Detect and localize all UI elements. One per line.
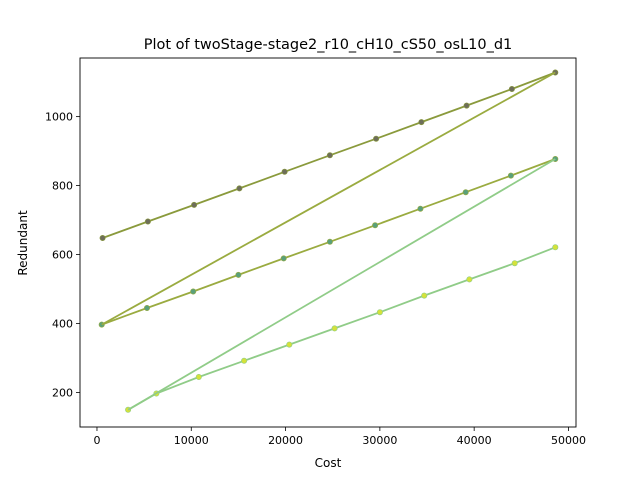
y-axis: 200 400 600 800 1000: [45, 111, 80, 400]
x-tick-label: 0: [93, 434, 100, 447]
data-point: [144, 218, 151, 225]
x-tick-label: 50000: [551, 434, 586, 447]
data-point: [372, 222, 379, 229]
x-tick-label: 30000: [362, 434, 397, 447]
x-axis: 0 10000 20000 30000 40000 50000: [93, 427, 586, 447]
series-2: [98, 156, 559, 328]
data-point: [286, 341, 293, 348]
data-point: [552, 244, 559, 251]
data-point: [511, 260, 518, 267]
plot-area: [98, 69, 559, 413]
y-tick-label: 1000: [45, 111, 73, 124]
data-point: [421, 292, 428, 299]
series-1: [99, 69, 559, 242]
y-tick-label: 400: [52, 318, 73, 331]
series-4: [101, 71, 556, 326]
data-point: [280, 255, 287, 262]
data-point: [281, 168, 288, 175]
x-axis-label: Cost: [315, 456, 342, 470]
data-point: [144, 304, 151, 311]
data-point: [373, 135, 380, 142]
data-point: [241, 357, 248, 364]
data-point: [331, 325, 338, 332]
chart-title: Plot of twoStage-stage2_r10_cH10_cS50_os…: [144, 37, 513, 53]
x-tick-label: 10000: [174, 434, 209, 447]
data-point: [376, 309, 383, 316]
data-point: [236, 185, 243, 192]
series-line: [101, 71, 556, 326]
series-3: [125, 244, 559, 413]
data-point: [418, 119, 425, 126]
data-point: [195, 373, 202, 380]
axes-frame: [79, 57, 577, 428]
y-axis-label: Redundant: [16, 210, 30, 276]
data-point: [462, 189, 469, 196]
data-point: [507, 172, 514, 179]
data-point: [99, 235, 106, 242]
series-line: [127, 158, 556, 411]
data-point: [326, 238, 333, 245]
y-tick-label: 600: [52, 249, 73, 262]
data-point: [191, 201, 198, 208]
data-point: [508, 86, 515, 93]
data-point: [417, 205, 424, 212]
data-point: [463, 102, 470, 109]
y-tick-label: 200: [52, 387, 73, 400]
data-point: [326, 152, 333, 159]
x-tick-label: 40000: [457, 434, 492, 447]
data-point: [466, 276, 473, 283]
y-tick-label: 800: [52, 180, 73, 193]
data-point: [235, 271, 242, 278]
series-5: [127, 158, 556, 411]
data-point: [190, 288, 197, 295]
x-tick-label: 20000: [268, 434, 303, 447]
